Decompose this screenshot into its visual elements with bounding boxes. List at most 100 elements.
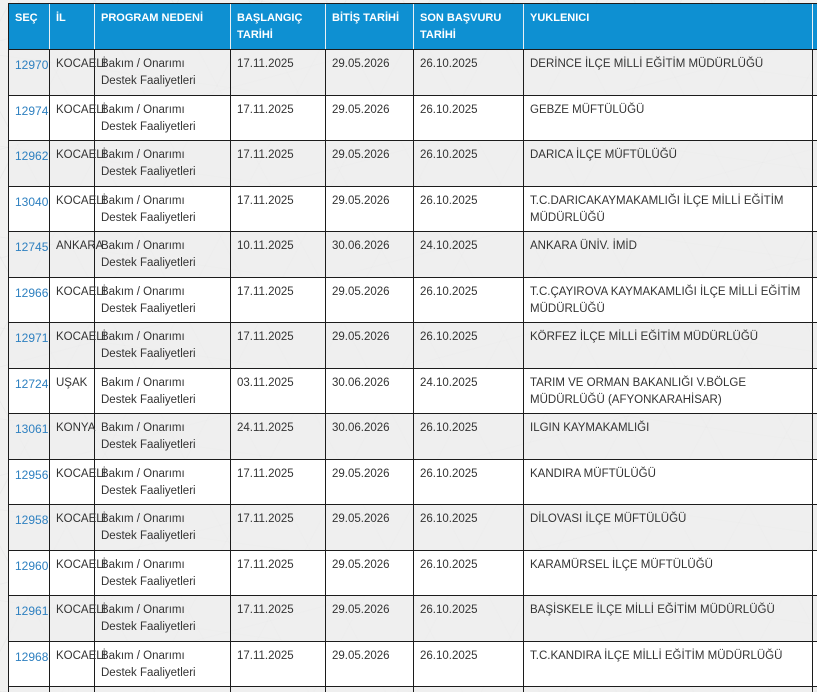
- baslangic-tarihi-cell: 24.11.2025: [230, 413, 326, 460]
- bitis-tarihi-cell: 29.05.2026: [325, 322, 414, 369]
- table-row: 12724 UŞAK Bakım / Onarımı Destek Faaliy…: [8, 367, 817, 415]
- col-header-yuklenici: YUKLENICI: [523, 3, 813, 51]
- record-id-link[interactable]: 12968: [15, 649, 49, 664]
- trailing-clipped-cell: [812, 595, 817, 642]
- baslangic-tarihi-cell: 17.11.2025: [230, 640, 326, 688]
- yuklenici-cell: GEBZE MÜFTÜLÜĞÜ: [523, 94, 813, 142]
- sec-cell: 12745: [8, 231, 50, 278]
- bitis-tarihi-cell: 29.05.2026: [325, 504, 414, 551]
- il-cell: KOCAELİ: [49, 549, 106, 597]
- il-cell: KOCAELİ: [49, 322, 106, 369]
- table-row: 12745 ANKARA Bakım / Onarımı Destek Faal…: [8, 231, 817, 278]
- il-cell: KOCAELİ: [49, 49, 106, 96]
- record-id-link[interactable]: 12745: [15, 240, 49, 255]
- baslangic-tarihi-cell: 17.11.2025: [230, 49, 326, 96]
- son-basvuru-tarihi-cell: 26.10.2025: [413, 504, 524, 551]
- il-cell: KOCAELİ: [49, 504, 106, 551]
- record-id-link[interactable]: 12970: [15, 58, 49, 73]
- record-id-link[interactable]: 12956: [15, 467, 49, 482]
- col-header-il: İL: [49, 3, 95, 51]
- table-row: 12974 KOCAELİ Bakım / Onarımı Destek Faa…: [8, 94, 817, 142]
- program-nedeni-cell: Bakım / Onarımı Destek Faaliyetleri: [94, 140, 231, 187]
- record-id-link[interactable]: 12961: [15, 604, 49, 619]
- baslangic-tarihi-cell: 17.11.2025: [230, 94, 326, 142]
- program-nedeni-cell: Bakım / Onarımı Destek Faaliyetleri: [94, 458, 231, 506]
- bitis-tarihi-cell: 29.05.2026: [325, 276, 414, 324]
- baslangic-tarihi-cell: 17.11.2025: [230, 322, 326, 369]
- son-basvuru-tarihi-cell: 26.10.2025: [413, 458, 524, 506]
- record-id-link[interactable]: 13040: [15, 194, 49, 209]
- table-row: 12962 KOCAELİ Bakım / Onarımı Destek Faa…: [8, 140, 817, 187]
- yuklenici-cell: T.C.ÇAYIROVA KAYMAKAMLIĞI İLÇE MÜFTÜLÜĞÜ: [523, 686, 813, 692]
- record-id-link[interactable]: 12971: [15, 331, 49, 346]
- sec-cell: 13061: [8, 413, 50, 460]
- yuklenici-cell: ILGIN KAYMAKAMLIĞI: [523, 413, 813, 460]
- son-basvuru-tarihi-cell: 26.10.2025: [413, 276, 524, 324]
- son-basvuru-tarihi-cell: 26.10.2025: [413, 640, 524, 688]
- baslangic-tarihi-cell: 03.11.2025: [230, 367, 326, 415]
- record-id-link[interactable]: 12974: [15, 103, 49, 118]
- bitis-tarihi-cell: 29.05.2026: [325, 686, 414, 692]
- sec-cell: 12966: [8, 276, 50, 324]
- bitis-tarihi-cell: 29.05.2026: [325, 549, 414, 597]
- table-body: 12970 KOCAELİ Bakım / Onarımı Destek Faa…: [8, 49, 817, 692]
- record-id-link[interactable]: 12958: [15, 513, 49, 528]
- table-viewport: SEÇ İL PROGRAM NEDENİ BAŞLANGIÇ TARİHİ B…: [8, 3, 817, 692]
- yuklenici-cell: KÖRFEZ İLÇE MİLLİ EĞİTİM MÜDÜRLÜĞÜ: [523, 322, 813, 369]
- sec-cell: 12960: [8, 549, 50, 597]
- record-id-link[interactable]: 13061: [15, 422, 49, 437]
- son-basvuru-tarihi-cell: 26.10.2025: [413, 140, 524, 187]
- program-nedeni-cell: Bakım / Onarımı Destek Faaliyetleri: [94, 367, 231, 415]
- baslangic-tarihi-cell: 17.11.2025: [230, 549, 326, 597]
- record-id-link[interactable]: 12724: [15, 376, 49, 391]
- il-cell: KOCAELİ: [49, 185, 106, 233]
- yuklenici-cell: KANDIRA MÜFTÜLÜĞÜ: [523, 458, 813, 506]
- record-id-link[interactable]: 12966: [15, 285, 49, 300]
- program-nedeni-cell: Bakım / Onarımı Destek Faaliyetleri: [94, 549, 231, 597]
- bitis-tarihi-cell: 30.06.2026: [325, 413, 414, 460]
- program-nedeni-cell: Bakım / Onarımı Destek Faaliyetleri: [94, 595, 231, 642]
- table-row: 13040 KOCAELİ Bakım / Onarımı Destek Faa…: [8, 185, 817, 233]
- program-nedeni-cell: Bakım / Onarımı Destek Faaliyetleri: [94, 640, 231, 688]
- col-header-son-basvuru-tarihi: SON BAŞVURU TARİHİ: [413, 3, 524, 51]
- table-row: 12961 KOCAELİ Bakım / Onarımı Destek Faa…: [8, 595, 817, 642]
- sec-cell: 12958: [8, 504, 50, 551]
- trailing-clipped-cell: [812, 140, 817, 187]
- record-id-link[interactable]: 12960: [15, 558, 49, 573]
- baslangic-tarihi-cell: 17.11.2025: [230, 185, 326, 233]
- table-row: 12960 KOCAELİ Bakım / Onarımı Destek Faa…: [8, 549, 817, 597]
- trailing-clipped-cell: [812, 276, 817, 324]
- sec-cell: 12961: [8, 595, 50, 642]
- col-header-bitis-tarihi: BİTİŞ TARİHİ: [325, 3, 414, 51]
- son-basvuru-tarihi-cell: 26.10.2025: [413, 549, 524, 597]
- il-cell: KOCAELİ: [49, 140, 106, 187]
- son-basvuru-tarihi-cell: 26.10.2025: [413, 185, 524, 233]
- yuklenici-cell: T.C.ÇAYIROVA KAYMAKAMLIĞI İLÇE MİLLİ EĞİ…: [523, 276, 813, 324]
- yuklenici-cell: T.C.DARICAKAYMAKAMLIĞI İLÇE MİLLİ EĞİTİM…: [523, 185, 813, 233]
- bitis-tarihi-cell: 30.06.2026: [325, 231, 414, 278]
- son-basvuru-tarihi-cell: 26.10.2025: [413, 686, 524, 692]
- program-nedeni-cell: Bakım / Onarımı Destek Faaliyetleri: [94, 413, 231, 460]
- programs-table: SEÇ İL PROGRAM NEDENİ BAŞLANGIÇ TARİHİ B…: [8, 3, 817, 692]
- col-header-program-nedeni: PROGRAM NEDENİ: [94, 3, 231, 51]
- table-row: 12970 KOCAELİ Bakım / Onarımı Destek Faa…: [8, 49, 817, 96]
- yuklenici-cell: DERİNCE İLÇE MİLLİ EĞİTİM MÜDÜRLÜĞÜ: [523, 49, 813, 96]
- sec-cell: 12956: [8, 458, 50, 506]
- yuklenici-cell: ANKARA ÜNİV. İMİD: [523, 231, 813, 278]
- bitis-tarihi-cell: 29.05.2026: [325, 49, 414, 96]
- sec-cell: 12974: [8, 94, 50, 142]
- bitis-tarihi-cell: 29.05.2026: [325, 458, 414, 506]
- son-basvuru-tarihi-cell: 26.10.2025: [413, 413, 524, 460]
- il-cell: KOCAELİ: [49, 458, 106, 506]
- trailing-clipped-cell: [812, 94, 817, 142]
- baslangic-tarihi-cell: 17.11.2025: [230, 458, 326, 506]
- record-id-link[interactable]: 12962: [15, 149, 49, 164]
- son-basvuru-tarihi-cell: 26.10.2025: [413, 49, 524, 96]
- bitis-tarihi-cell: 30.06.2026: [325, 367, 414, 415]
- son-basvuru-tarihi-cell: 24.10.2025: [413, 367, 524, 415]
- trailing-clipped-cell: [812, 504, 817, 551]
- yuklenici-cell: BAŞİSKELE İLÇE MİLLİ EĞİTİM MÜDÜRLÜĞÜ: [523, 595, 813, 642]
- il-cell: KONYA: [49, 413, 95, 460]
- baslangic-tarihi-cell: 17.11.2025: [230, 276, 326, 324]
- il-cell: UŞAK: [49, 367, 95, 415]
